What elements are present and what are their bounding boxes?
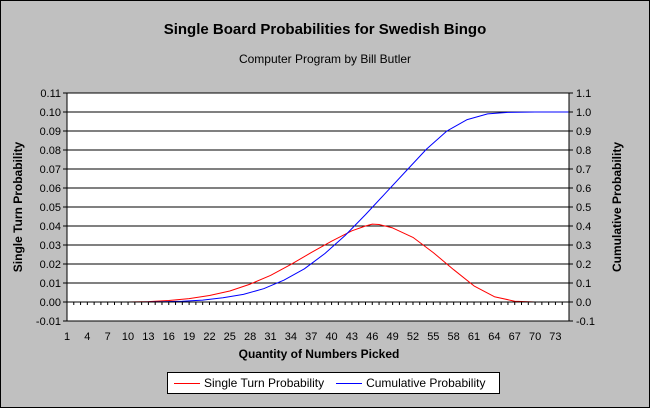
left-axis-ticks: -0.01 0.00 0.01 0.02 0.03 0.04 0.05 0.06 0.07 0.0… [36,88,67,328]
left-tick-label: 0.03 [40,240,61,252]
left-tick-label: 0.05 [40,202,61,214]
left-tick-label: 0.04 [40,221,61,233]
x-tick-label: 73 [549,331,561,343]
right-tick-label: 0.1 [576,278,591,290]
legend-label-cumulative: Cumulative Probability [366,376,486,390]
x-tick-label: 19 [183,331,195,343]
x-tick-label: 49 [386,331,398,343]
x-tick-label: 52 [407,331,419,343]
x-tick-label: 40 [325,331,337,343]
right-tick-label: -0.1 [576,316,595,328]
right-tick-label: 0.0 [576,297,591,309]
right-tick-label: 1.0 [576,107,591,119]
right-tick-label: 0.5 [576,202,591,214]
series-layer [67,111,569,303]
left-tick-label: 0.09 [40,126,61,138]
legend-swatch-red [174,382,200,384]
x-tick-label: 31 [264,331,276,343]
x-tick-label: 55 [427,331,439,343]
x-axis-ticks: 1 4 7 10 13 16 19 22 25 28 31 34 37 40 43 46 49 52 55 58 61 6… [64,302,570,343]
left-tick-label: 0.01 [40,278,61,290]
chart-title: Single Board Probabilities for Swedish B… [164,21,487,38]
left-tick-label: 0.07 [40,164,61,176]
series-line-cumulative [67,111,569,303]
left-tick-label: 0.02 [40,259,61,271]
left-axis-label: Single Turn Probability [11,141,25,272]
x-tick-label: 13 [142,331,154,343]
legend-item-cumulative: Cumulative Probability [336,376,485,390]
x-tick-label: 58 [448,331,460,343]
x-tick-label: 67 [509,331,521,343]
x-tick-label: 70 [529,331,541,343]
right-tick-label: 0.8 [576,145,591,157]
x-tick-label: 7 [105,331,111,343]
right-tick-label: 0.6 [576,183,591,195]
right-tick-label: 0.3 [576,240,591,252]
left-tick-label: 0.00 [40,297,61,309]
legend-swatch-blue [336,382,363,384]
right-tick-label: 0.4 [576,221,591,233]
x-tick-label: 28 [244,331,256,343]
left-tick-label: -0.01 [36,316,61,328]
x-tick-label: 61 [468,331,480,343]
x-tick-label: 46 [366,331,378,343]
chart-subtitle: Computer Program by Bill Butler [239,52,411,66]
legend-label-single-turn: Single Turn Probability [204,376,325,390]
x-tick-label: 34 [285,331,297,343]
left-tick-label: 0.06 [40,183,61,195]
legend: Single Turn Probability Cumulative Proba… [167,372,500,394]
x-tick-label: 22 [203,331,215,343]
x-tick-label: 10 [122,331,134,343]
legend-item-single-turn: Single Turn Probability [174,376,324,390]
right-axis-ticks: -0.1 0.0 0.1 0.2 0.3 0.4 0.5 0.6 0.7 0.8 0.9 1.0 1.1 [569,88,595,328]
right-tick-label: 0.7 [576,164,591,176]
x-tick-label: 25 [224,331,236,343]
x-tick-label: 16 [163,331,175,343]
x-tick-label: 1 [64,331,70,343]
right-tick-label: 0.2 [576,259,591,271]
right-axis-label: Cumulative Probability [610,142,624,272]
x-tick-label: 37 [305,331,317,343]
left-tick-label: 0.11 [40,88,61,100]
left-tick-label: 0.08 [40,145,61,157]
left-tick-label: 0.10 [40,107,61,119]
right-tick-label: 0.9 [576,126,591,138]
series-line-single-turn [67,223,569,303]
right-tick-label: 1.1 [576,88,591,100]
x-tick-label: 64 [488,331,500,343]
x-tick-label: 43 [346,331,358,343]
x-axis-label: Quantity of Numbers Picked [239,347,400,361]
x-tick-label: 4 [84,331,90,343]
